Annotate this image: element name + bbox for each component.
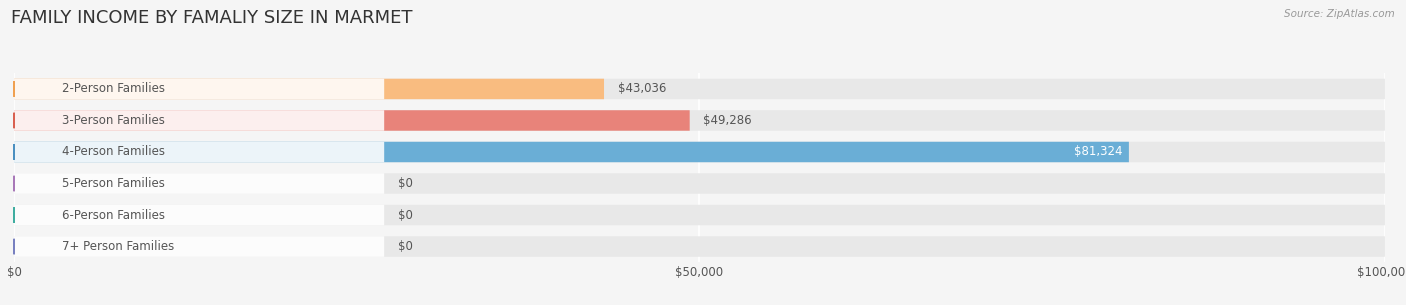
Text: $43,036: $43,036 bbox=[617, 82, 666, 95]
FancyBboxPatch shape bbox=[14, 142, 1129, 162]
Text: $0: $0 bbox=[398, 209, 413, 221]
FancyBboxPatch shape bbox=[14, 173, 384, 194]
Text: Source: ZipAtlas.com: Source: ZipAtlas.com bbox=[1284, 9, 1395, 19]
FancyBboxPatch shape bbox=[14, 236, 384, 257]
Text: FAMILY INCOME BY FAMALIY SIZE IN MARMET: FAMILY INCOME BY FAMALIY SIZE IN MARMET bbox=[11, 9, 413, 27]
Text: $0: $0 bbox=[398, 240, 413, 253]
FancyBboxPatch shape bbox=[14, 110, 690, 131]
FancyBboxPatch shape bbox=[14, 173, 1385, 194]
FancyBboxPatch shape bbox=[14, 205, 1385, 225]
FancyBboxPatch shape bbox=[14, 79, 1385, 99]
Text: 5-Person Families: 5-Person Families bbox=[62, 177, 165, 190]
FancyBboxPatch shape bbox=[14, 79, 384, 99]
FancyBboxPatch shape bbox=[14, 236, 1385, 257]
Text: 7+ Person Families: 7+ Person Families bbox=[62, 240, 174, 253]
Text: 4-Person Families: 4-Person Families bbox=[62, 145, 165, 159]
Text: 6-Person Families: 6-Person Families bbox=[62, 209, 165, 221]
Text: $0: $0 bbox=[398, 177, 413, 190]
FancyBboxPatch shape bbox=[14, 79, 605, 99]
Text: $49,286: $49,286 bbox=[703, 114, 752, 127]
FancyBboxPatch shape bbox=[14, 205, 384, 225]
Text: 3-Person Families: 3-Person Families bbox=[62, 114, 165, 127]
FancyBboxPatch shape bbox=[14, 110, 384, 131]
FancyBboxPatch shape bbox=[14, 142, 1385, 162]
Text: 2-Person Families: 2-Person Families bbox=[62, 82, 165, 95]
FancyBboxPatch shape bbox=[14, 142, 384, 162]
FancyBboxPatch shape bbox=[14, 110, 1385, 131]
Text: $81,324: $81,324 bbox=[1074, 145, 1122, 159]
